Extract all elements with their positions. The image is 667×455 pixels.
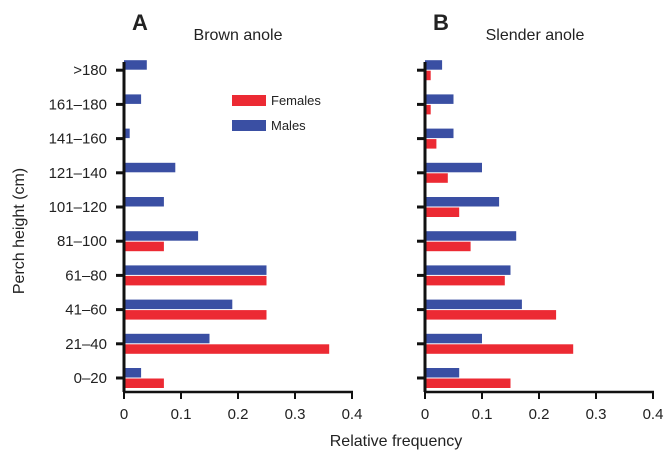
x-tick-label-b-4: 0.4 [643, 406, 664, 423]
bar-males-b-1 [425, 333, 482, 344]
bar-males-a-1 [124, 333, 210, 344]
bar-males-a-2 [124, 299, 233, 310]
bar-females-a-1 [124, 344, 330, 354]
y-axis-label: Perch height (cm) [11, 168, 28, 294]
y-tick-labels: 0–20 21–40 41–60 61–80 81–100 101–120 121–140 1… [49, 62, 107, 387]
bar-males-a-4 [124, 231, 199, 241]
bar-males-b-2 [425, 299, 522, 310]
x-axis-label: Relative frequency [330, 433, 463, 450]
panel-a-axes: 0 0.1 0.2 0.3 0.4 [116, 62, 362, 423]
bar-females-b-5 [425, 207, 460, 217]
bar-females-b-3 [425, 275, 505, 286]
y-tick-label-9: >180 [73, 62, 107, 79]
x-tick-label-a-1: 0.1 [171, 406, 192, 423]
y-tick-label-7: 141–160 [49, 131, 107, 148]
panel-a: A Brown anole 0 0.1 0.2 0.3 0.4 Females Male… [116, 10, 362, 423]
bar-males-a-0 [124, 368, 142, 378]
panel-b: B Slender anole 0 0.1 0.2 0.3 0.4 [417, 10, 663, 423]
bar-males-b-4 [425, 231, 517, 241]
bar-males-a-3 [124, 265, 267, 275]
bar-males-a-5 [124, 197, 164, 207]
panel-b-letter: B [433, 10, 449, 35]
x-tick-label-a-0: 0 [120, 406, 128, 423]
panel-b-axes: 0 0.1 0.2 0.3 0.4 [417, 62, 663, 423]
x-tick-label-b-0: 0 [421, 406, 429, 423]
legend: Females Males [232, 93, 321, 133]
bar-males-b-3 [425, 265, 511, 275]
y-tick-label-4: 81–100 [57, 233, 107, 250]
y-tick-label-1: 21–40 [65, 336, 107, 353]
panel-a-letter: A [132, 10, 148, 35]
bar-females-b-2 [425, 310, 557, 320]
bar-males-b-5 [425, 197, 500, 207]
x-tick-label-a-3: 0.3 [285, 406, 306, 423]
bar-females-b-4 [425, 241, 471, 252]
bar-females-b-8 [425, 104, 431, 115]
bar-females-b-7 [425, 139, 437, 149]
bar-females-a-2 [124, 310, 267, 320]
bar-males-a-7 [124, 128, 130, 139]
x-tick-label-b-3: 0.3 [586, 406, 607, 423]
bar-females-b-9 [425, 70, 431, 81]
bar-males-b-6 [425, 162, 482, 173]
y-tick-label-6: 121–140 [49, 165, 107, 182]
y-tick-label-2: 41–60 [65, 302, 107, 319]
y-tick-label-8: 161–180 [49, 96, 107, 113]
legend-label-males: Males [271, 118, 306, 133]
panel-b-title: Slender anole [486, 27, 585, 44]
legend-label-females: Females [271, 93, 321, 108]
legend-swatch-females [232, 95, 266, 106]
bar-males-b-9 [425, 60, 443, 70]
legend-swatch-males [232, 120, 266, 131]
bar-males-b-7 [425, 128, 454, 139]
bar-males-a-9 [124, 60, 147, 70]
panel-a-title: Brown anole [194, 27, 283, 44]
bar-males-b-8 [425, 94, 454, 104]
y-tick-label-3: 61–80 [65, 267, 107, 284]
bar-females-a-0 [124, 378, 164, 388]
panel-b-bars [425, 60, 574, 388]
x-tick-label-a-4: 0.4 [342, 406, 363, 423]
panel-a-bars [124, 60, 330, 388]
bar-females-b-1 [425, 344, 574, 354]
bar-males-a-6 [124, 162, 176, 173]
x-tick-label-b-2: 0.2 [529, 406, 550, 423]
bar-females-a-4 [124, 241, 164, 252]
bar-males-b-0 [425, 368, 460, 378]
bar-males-a-8 [124, 94, 142, 104]
y-tick-label-5: 101–120 [49, 199, 107, 216]
x-tick-label-b-1: 0.1 [472, 406, 493, 423]
bar-females-b-0 [425, 378, 511, 388]
x-tick-label-a-2: 0.2 [228, 406, 249, 423]
bar-females-a-3 [124, 275, 267, 286]
bar-females-b-6 [425, 173, 448, 183]
y-tick-label-0: 0–20 [74, 370, 107, 387]
